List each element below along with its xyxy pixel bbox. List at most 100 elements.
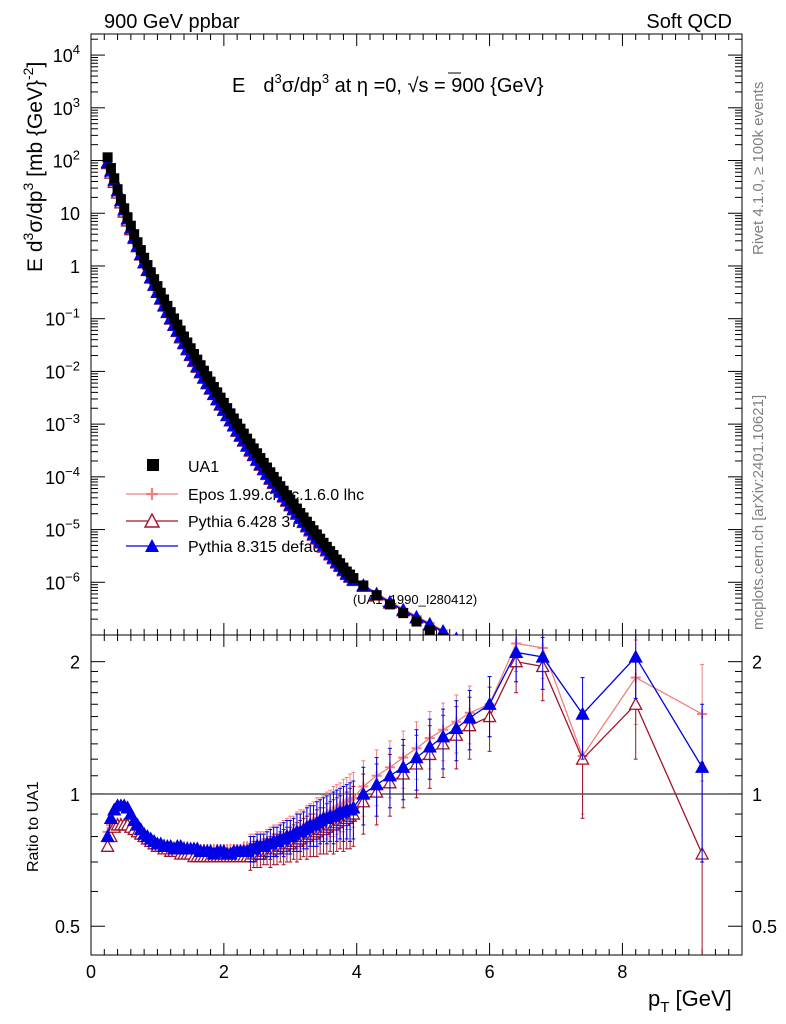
main-point-ua1: [411, 616, 422, 627]
main-point-ua1: [109, 173, 120, 184]
ratio-point-pythia8: [422, 739, 437, 753]
main-point-ua1: [102, 152, 113, 163]
main-point-ua1: [152, 281, 163, 292]
main-point-ua1: [384, 599, 395, 610]
y-tick-label-ratio: 2: [70, 653, 80, 673]
main-point-ua1: [132, 237, 143, 248]
axes-layer: 0 2 4 6 810410310210110−110−210−310−410−510−…: [45, 34, 777, 982]
ratio-point-pythia8: [695, 759, 710, 773]
main-point-ua1: [451, 642, 461, 652]
main-point-ua1: [424, 624, 435, 635]
main-point-pythia8: [464, 640, 476, 651]
y-tick-label-main: 102: [53, 148, 80, 172]
main-point-ua1: [122, 212, 133, 223]
ratio-point-pythia8: [509, 645, 524, 659]
main-point-ua1: [485, 662, 495, 672]
y-tick-label-main: 1: [70, 257, 80, 277]
ratio-point-pythia8: [482, 696, 497, 710]
main-point-pythia8: [454, 631, 459, 635]
main-point-ua1: [358, 580, 369, 591]
main-point-ua1: [238, 428, 249, 439]
ratio-line-pythia6: [106, 660, 703, 858]
y-tick-label-main: 10−6: [45, 569, 80, 593]
main-line-epos: [106, 161, 453, 635]
ratio-point-pythia8: [100, 829, 115, 843]
main-point-ua1: [142, 260, 153, 271]
main-point-ua1: [195, 360, 206, 371]
main-point-ua1: [149, 274, 160, 285]
main-point-ua1: [185, 343, 196, 354]
rivet-version-label: Rivet 4.1.0, ≥ 100k events: [750, 82, 767, 255]
main-point-ua1: [215, 392, 226, 403]
ratio-point-pythia6: [628, 696, 643, 710]
y-axis-label: E d3σ/dp3 [mb {GeV}-2]: [20, 62, 47, 272]
main-point-ua1: [348, 573, 359, 584]
ratio-layer: [91, 635, 742, 955]
main-point-ua1: [182, 337, 193, 348]
main-point-ua1: [159, 294, 170, 305]
main-point-ua1: [465, 650, 475, 660]
main-point-pythia6: [484, 651, 496, 662]
ratio-point-pythia8: [369, 777, 384, 791]
main-point-ua1: [112, 184, 123, 195]
ratio-point-pythia8: [462, 710, 477, 724]
main-point-pythia6: [464, 641, 476, 652]
main-point-ua1: [212, 387, 223, 398]
main-line-pythia8: [107, 162, 451, 635]
main-point-ua1: [165, 307, 176, 318]
ratio-point-pythia8: [103, 810, 119, 824]
ratio-point-pythia8: [356, 786, 371, 800]
main-point-pythia8: [437, 623, 450, 635]
main-point-ua1: [218, 397, 229, 408]
legend-marker-epos: [146, 488, 158, 500]
y-tick-label-main: 10−4: [45, 464, 80, 488]
main-point-ua1: [125, 220, 136, 231]
header-left-label: 900 GeV ppbar: [104, 11, 240, 33]
y-tick-label-main: 103: [53, 95, 80, 119]
y-tick-label-main: 10−1: [45, 306, 80, 330]
main-point-ua1: [225, 408, 236, 419]
legend-label-pythia6: Pythia 6.428 370: [188, 514, 308, 531]
y-tick-label-ratio: 1: [70, 785, 80, 805]
ratio-point-pythia8: [409, 750, 424, 764]
ratio-point-pythia8: [396, 759, 411, 773]
main-point-ua1: [438, 633, 449, 635]
legend-marker-pythia8: [145, 539, 159, 552]
y-tick-label-main: 10−3: [45, 411, 80, 435]
main-point-ua1: [129, 229, 140, 240]
ratio-point-pythia8: [449, 721, 464, 735]
main-point-ua1: [205, 376, 216, 387]
ratio-point-pythia8: [535, 649, 550, 663]
y-tick-label-ratio-right: 0.5: [752, 917, 777, 937]
main-point-epos: [465, 640, 475, 650]
main-point-ua1: [169, 313, 180, 324]
main-point-ua1: [155, 287, 166, 298]
analysis-id-label: (UA1_1990_I280412): [353, 592, 477, 607]
y-tick-label-main: 10−2: [45, 358, 80, 382]
legend-label-pythia8: Pythia 8.315 default: [188, 539, 330, 556]
x-tick-label: 4: [352, 962, 362, 982]
x-tick-label: 2: [219, 962, 229, 982]
main-point-ua1: [162, 300, 173, 311]
x-tick-label: 6: [485, 962, 495, 982]
ratio-point-pythia8: [575, 706, 590, 720]
main-point-ua1: [202, 371, 213, 382]
main-point-ua1: [371, 590, 382, 601]
main-point-ua1: [105, 163, 116, 174]
y-tick-label-ratio: 0.5: [55, 917, 80, 937]
main-point-ua1: [175, 325, 186, 336]
y-tick-label-main: 104: [53, 42, 80, 66]
header-right-label: Soft QCD: [646, 11, 732, 33]
main-point-ua1: [188, 348, 199, 359]
y-tick-label-main: 10: [60, 204, 80, 224]
x-tick-label: 0: [86, 962, 96, 982]
main-layer: [100, 152, 496, 672]
main-point-ua1: [119, 203, 130, 214]
mcplots-label: mcplots.cern.ch [arXiv:2401.10621]: [750, 395, 767, 630]
main-point-ua1: [192, 354, 203, 365]
legend-marker-pythia6: [143, 512, 161, 528]
main-point-ua1: [398, 608, 409, 619]
main-point-ua1: [208, 382, 219, 393]
